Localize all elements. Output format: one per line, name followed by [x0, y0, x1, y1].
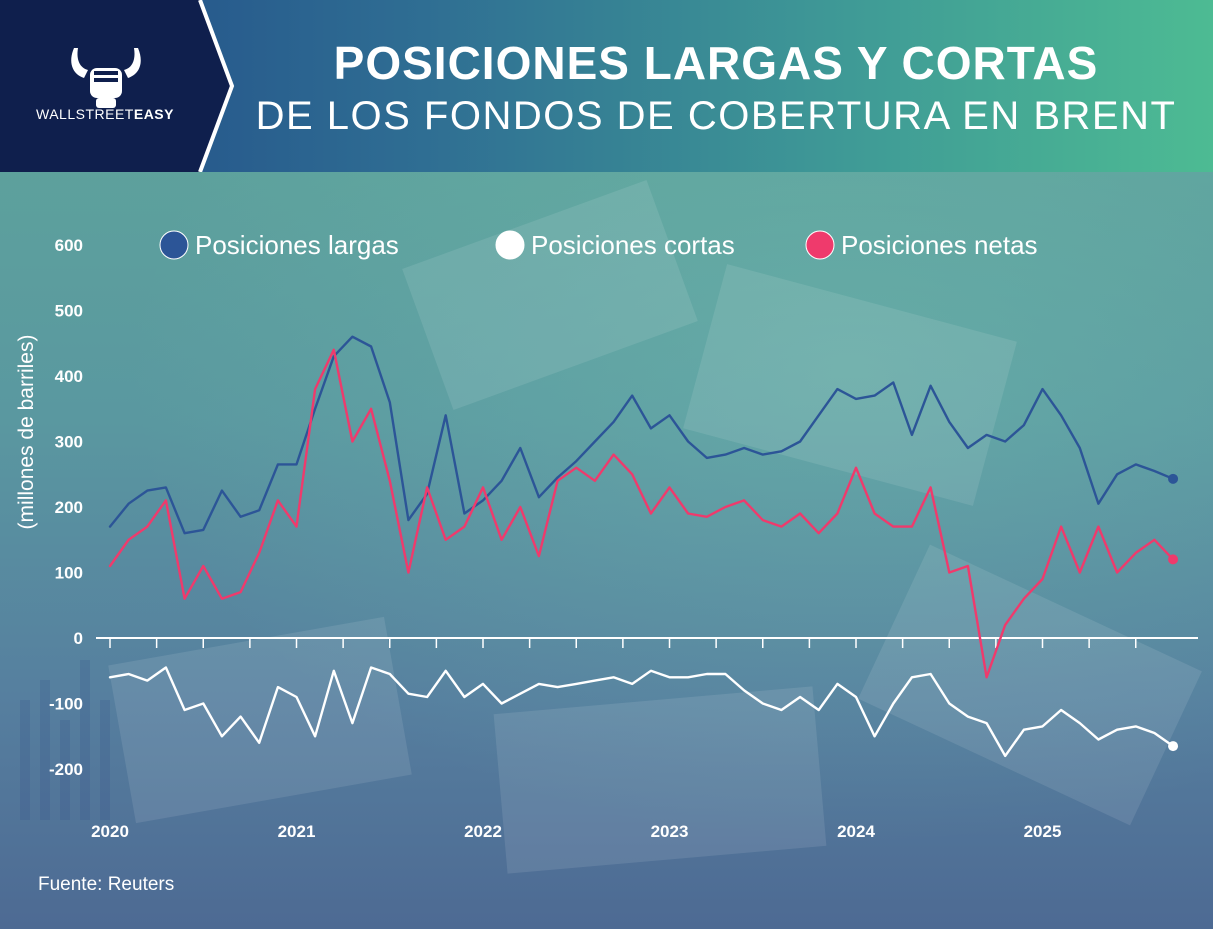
series-line-posiciones-netas — [108, 348, 1175, 679]
legend-swatch-posiciones-cortas — [495, 230, 525, 260]
x-tick-label: 2022 — [464, 822, 502, 841]
series-endpoint-posiciones-cortas — [1168, 741, 1179, 752]
x-tick-label: 2020 — [91, 822, 129, 841]
chart-title: POSICIONES LARGAS Y CORTAS — [333, 37, 1099, 89]
chart-subtitle: DE LOS FONDOS DE COBERTURA EN BRENT — [255, 94, 1177, 138]
x-axis: 2020 2021 2022 2023 2024 2025 — [91, 637, 1198, 841]
y-tick-label: 200 — [55, 498, 83, 517]
x-tick-label: 2021 — [278, 822, 316, 841]
x-tick-label: 2024 — [837, 822, 875, 841]
legend-swatch-posiciones-largas — [159, 230, 189, 260]
y-axis-label: (millones de barriles) — [15, 335, 38, 530]
y-tick-label: 600 — [55, 236, 83, 255]
series-line-posiciones-cortas — [108, 666, 1175, 758]
y-tick-label: 400 — [55, 367, 83, 386]
y-tick-label: 500 — [55, 302, 83, 321]
series-endpoint-posiciones-netas — [1168, 554, 1179, 565]
legend-swatch-posiciones-netas — [805, 230, 835, 260]
brand-name: WALLSTREETEASY — [36, 106, 174, 122]
y-tick-label: -100 — [49, 695, 83, 714]
y-tick-label: 100 — [55, 564, 83, 583]
header-banner: WALLSTREETEASY POSICIONES LARGAS Y CORTA… — [0, 0, 1213, 172]
y-tick-label: -200 — [49, 760, 83, 779]
x-tick-label: 2025 — [1024, 822, 1062, 841]
y-tick-label: 0 — [74, 629, 83, 648]
legend-label-posiciones-cortas: Posiciones cortas — [531, 230, 735, 260]
source-note: Fuente: Reuters — [38, 874, 175, 895]
legend: Posiciones largas Posiciones cortas Posici… — [159, 230, 1038, 260]
legend-label-posiciones-netas: Posiciones netas — [841, 230, 1038, 260]
series-line-posiciones-largas — [108, 335, 1175, 535]
series-endpoint-posiciones-largas — [1168, 473, 1179, 484]
y-axis-ticks: 600 500 400 300 200 100 0 -100 -200 — [49, 236, 83, 779]
bull-fist-logo-icon — [71, 48, 141, 108]
x-tick-label: 2023 — [651, 822, 689, 841]
series-lines — [108, 335, 1179, 758]
legend-label-posiciones-largas: Posiciones largas — [195, 230, 399, 260]
y-tick-label: 300 — [55, 433, 83, 452]
